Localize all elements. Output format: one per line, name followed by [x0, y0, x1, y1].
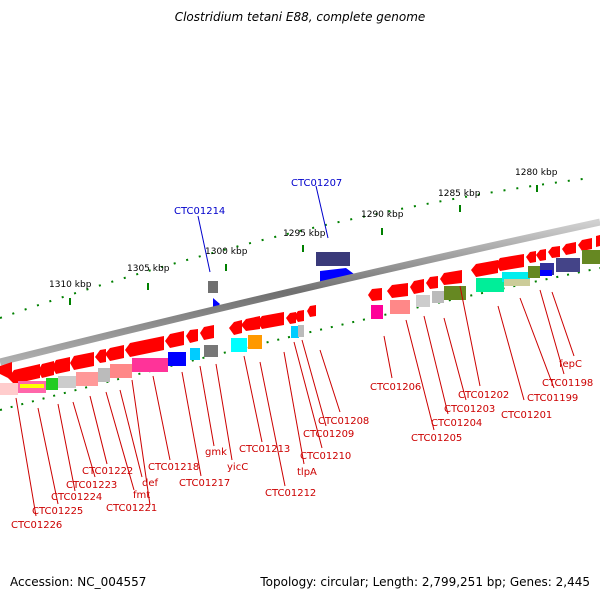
gene-ctc01207 — [316, 252, 350, 266]
gene-label: CTC01205 — [411, 433, 462, 444]
gene-label: CTC01199 — [527, 393, 578, 404]
tick-label: 1290 kbp — [361, 210, 404, 220]
topology-text: Topology: circular; Length: 2,799,251 bp… — [260, 575, 590, 589]
gene-label: CTC01224 — [51, 492, 102, 503]
tick-label: 1285 kbp — [438, 189, 481, 199]
gene-label: fmt — [133, 490, 150, 501]
tick-labels: 1280 kbp 1285 kbp 1290 kbp 1295 kbp 1300… — [49, 168, 558, 290]
tick-label: 1280 kbp — [515, 168, 558, 178]
gene-label: CTC01214 — [174, 206, 225, 217]
gene-label: CTC01217 — [179, 478, 230, 489]
gene-label: CTC01223 — [66, 480, 117, 491]
reverse-strand-genes — [0, 235, 600, 395]
gene-label: CTC01209 — [303, 429, 354, 440]
gene-label: CTC01203 — [444, 404, 495, 415]
genome-title: Clostridium tetani E88, complete genome — [174, 10, 426, 24]
tick-label: 1300 kbp — [205, 247, 248, 257]
gene-label: CTC01204 — [431, 418, 482, 429]
gene-label: CTC01201 — [501, 410, 552, 421]
gene-label: CTC01212 — [265, 488, 316, 499]
tick-label: 1310 kbp — [49, 280, 92, 290]
gene-label: CTC01222 — [82, 466, 133, 477]
tick-ring — [0, 177, 591, 319]
gene-label: CTC01226 — [11, 520, 62, 531]
gene-label: CTC01206 — [370, 382, 421, 393]
gene-label: tlpA — [297, 467, 317, 478]
gene-label: CTC01208 — [318, 416, 369, 427]
top-callouts — [197, 185, 329, 273]
bottom-gene-labels: CTC01226 CTC01225 CTC01224 CTC01223 CTC0… — [11, 359, 593, 531]
gene-label: CTC01198 — [542, 378, 593, 389]
gene-label: CTC01221 — [106, 503, 157, 514]
gene-label: CTC01225 — [32, 506, 83, 517]
gene-label: fepC — [559, 359, 582, 370]
gene-ctc01214 — [208, 281, 218, 293]
tick-label: 1295 kbp — [283, 229, 326, 239]
gene-label: CTC01207 — [291, 178, 342, 189]
gene-label: CTC01218 — [148, 462, 199, 473]
gene-label: yicC — [227, 462, 248, 473]
gene-label: CTC01202 — [458, 390, 509, 401]
bottom-callouts — [15, 285, 575, 517]
gene-label: CTC01210 — [300, 451, 351, 462]
gene-label: CTC01213 — [239, 444, 290, 455]
tick-label: 1305 kbp — [127, 264, 170, 274]
accession-text: Accession: NC_004557 — [10, 575, 147, 589]
gene-label: gmk — [205, 447, 227, 458]
gene-label: def — [142, 478, 159, 489]
genome-backbone — [0, 218, 600, 366]
